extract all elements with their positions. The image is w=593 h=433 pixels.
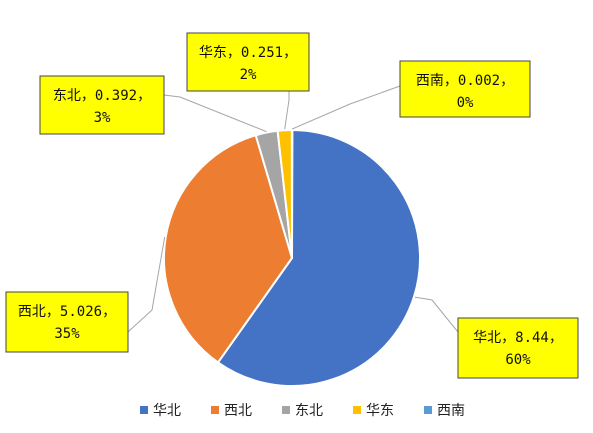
data-label-percent: 3% [94,110,111,126]
pie-slice-西南 [290,128,294,259]
leader-line-西南 [292,85,401,130]
legend-label: 东北 [295,403,323,419]
data-label-box [5,291,129,353]
leader-line-西北 [127,236,166,333]
data-label-华北: 华北，8.44， 60% [457,317,579,379]
legend-label: 华东 [366,403,394,419]
data-label-西北: 西北，5.026， 35% [5,291,129,353]
data-label-percent: 35% [54,326,80,342]
legend-item-华北: 华北 [140,403,181,419]
legend-swatch [211,406,219,414]
data-label-category-value: 东北，0.392， [53,88,151,104]
legend-label: 华北 [153,403,181,419]
data-label-box [457,317,579,379]
data-label-percent: 60% [505,352,531,368]
leader-line-华北 [414,296,459,333]
data-label-box [39,75,165,135]
leader-lines [127,85,459,333]
pie-slices [163,128,421,387]
legend-swatch [140,406,148,414]
legend-item-东北: 东北 [282,403,323,419]
data-label-box [399,60,531,118]
data-label-东北: 东北，0.392， 3% [39,75,165,135]
legend-swatch [353,406,361,414]
data-label-category-value: 华东，0.251， [199,45,297,61]
legend-item-华东: 华东 [353,403,394,419]
legend-swatch [282,406,290,414]
data-label-category-value: 西北，5.026， [18,304,116,320]
data-label-category-value: 华北，8.44， [473,330,563,346]
legend: 华北 西北 东北 华东 西南 [140,403,465,419]
data-label-category-value: 西南，0.002， [416,73,514,89]
data-label-box [186,32,310,92]
legend-item-西南: 西南 [424,403,465,419]
data-label-callouts: 华北，8.44， 60% 西北，5.026， 35% 东北，0.392， 3% 华东，0.2… [5,32,579,379]
leader-line-东北 [163,94,267,133]
leader-line-华东 [284,91,290,130]
data-label-华东: 华东，0.251， 2% [186,32,310,92]
data-label-西南: 西南，0.002， 0% [399,60,531,118]
pie-slice-西北 [163,133,294,364]
pie-slice-华北 [216,128,421,387]
legend-item-西北: 西北 [211,403,252,419]
legend-label: 西北 [224,403,252,419]
legend-label: 西南 [437,403,465,419]
data-label-percent: 2% [240,67,257,83]
data-label-percent: 0% [457,95,474,111]
legend-swatch [424,406,432,414]
